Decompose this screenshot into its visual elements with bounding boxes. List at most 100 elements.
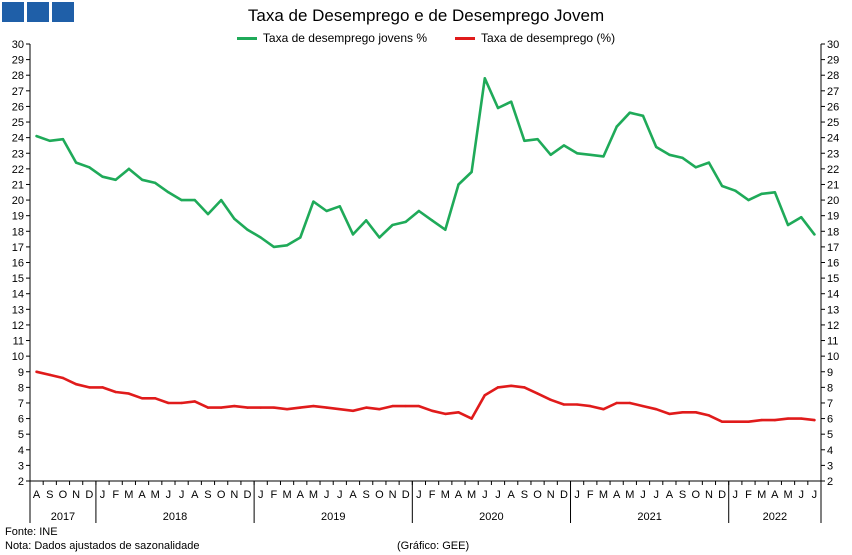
x-tick-label: F [745, 489, 752, 501]
data-point-youth [364, 219, 368, 222]
y-tick-label-right: 9 [827, 367, 833, 379]
data-point-total [246, 406, 249, 409]
credit-note: (Gráfico: GEE) [397, 540, 470, 552]
data-point-youth [193, 198, 196, 202]
x-tick-label: J [733, 489, 739, 501]
data-point-youth [61, 138, 65, 141]
data-point-youth [88, 166, 91, 169]
data-point-total [88, 386, 91, 389]
data-point-total [523, 386, 526, 389]
data-point-total [391, 404, 394, 408]
series-line-youth-unemployment [35, 77, 816, 249]
legend-label-total: Taxa de desemprego (%) [481, 31, 616, 45]
x-tick-label: M [599, 489, 608, 501]
data-point-total [470, 417, 473, 420]
data-point-youth [562, 144, 566, 147]
logo-block [2, 2, 24, 22]
data-point-total [259, 406, 262, 409]
y-tick-label-left: 12 [12, 320, 24, 332]
legend: Taxa de desemprego jovens % Taxa de dese… [0, 31, 852, 45]
y-tick-label-right: 17 [827, 242, 839, 254]
data-point-total [589, 404, 592, 408]
data-point-total [299, 406, 302, 409]
logo-block [52, 2, 74, 22]
y-tick-label-left: 14 [12, 289, 24, 301]
y-tick-label-left: 22 [12, 164, 24, 176]
x-tick-label: S [521, 489, 528, 501]
x-tick-label: D [560, 489, 568, 501]
data-point-youth [655, 145, 658, 149]
legend-item-youth: Taxa de desemprego jovens % [236, 31, 428, 45]
data-point-total [549, 398, 552, 402]
x-tick-label: J [324, 489, 330, 501]
data-point-total [536, 392, 539, 395]
data-point-total [655, 408, 658, 411]
y-tick-label-left: 15 [12, 273, 24, 285]
x-tick-label: F [112, 489, 119, 501]
y-tick-label-right: 14 [827, 289, 839, 301]
x-tick-label: A [33, 489, 41, 501]
y-tick-label-left: 17 [12, 242, 24, 254]
x-tick-label: S [363, 489, 370, 501]
data-point-total [114, 390, 117, 394]
data-point-total [312, 404, 315, 408]
y-tick-label-left: 16 [12, 258, 24, 270]
y-tick-label-left: 23 [12, 148, 24, 160]
legend-item-total: Taxa de desemprego (%) [455, 31, 615, 45]
data-point-total [562, 403, 566, 406]
x-tick-label: S [46, 489, 53, 501]
data-point-youth [470, 170, 473, 174]
data-point-youth [615, 125, 618, 128]
x-tick-label: O [691, 489, 700, 501]
data-point-youth [773, 191, 777, 194]
x-tick-label: F [587, 489, 594, 501]
data-point-youth [457, 183, 460, 186]
data-point-youth [589, 153, 592, 157]
data-point-total [233, 404, 236, 408]
data-point-total [720, 420, 724, 423]
data-point-youth [246, 228, 249, 231]
x-tick-label: A [666, 489, 674, 501]
data-point-total [747, 420, 750, 423]
y-tick-label-right: 24 [827, 133, 839, 145]
data-point-youth [325, 209, 328, 213]
data-point-youth [74, 161, 78, 164]
data-point-youth [536, 138, 539, 141]
year-label: 2022 [763, 511, 787, 523]
y-tick-label-left: 3 [18, 460, 24, 472]
y-tick-label-right: 11 [827, 336, 838, 348]
y-tick-label-right: 28 [827, 70, 839, 82]
x-tick-label: J [100, 489, 106, 501]
x-tick-label: S [204, 489, 211, 501]
logo-block [27, 2, 49, 22]
legend-swatch-total [455, 36, 476, 40]
data-point-total [404, 404, 407, 408]
y-tick-label-left: 26 [12, 101, 24, 113]
y-tick-label-right: 20 [827, 195, 839, 207]
data-point-youth [694, 166, 697, 169]
y-tick-label-left: 21 [12, 179, 24, 191]
y-tick-label-right: 27 [827, 86, 839, 98]
data-point-total [206, 406, 210, 409]
y-tick-label-left: 20 [12, 195, 24, 207]
data-point-total [180, 401, 183, 405]
legend-label-youth: Taxa de desemprego jovens % [262, 31, 428, 45]
y-tick-label-right: 19 [827, 211, 839, 223]
data-point-total [430, 409, 434, 412]
data-point-total [707, 414, 711, 417]
data-point-total [48, 373, 51, 377]
y-tick-label-right: 15 [827, 273, 839, 285]
y-tick-label-right: 4 [827, 445, 833, 457]
data-point-youth [404, 220, 407, 224]
data-point-total [602, 408, 605, 411]
x-tick-label: N [705, 489, 713, 501]
logo [2, 2, 74, 22]
data-point-youth [800, 216, 803, 219]
data-point-total [509, 384, 513, 387]
y-tick-label-left: 30 [12, 39, 24, 51]
y-tick-label-left: 24 [12, 133, 24, 145]
data-point-total [641, 404, 645, 408]
x-tick-label: J [495, 489, 501, 501]
data-point-youth [312, 200, 315, 203]
data-point-youth [430, 219, 434, 222]
